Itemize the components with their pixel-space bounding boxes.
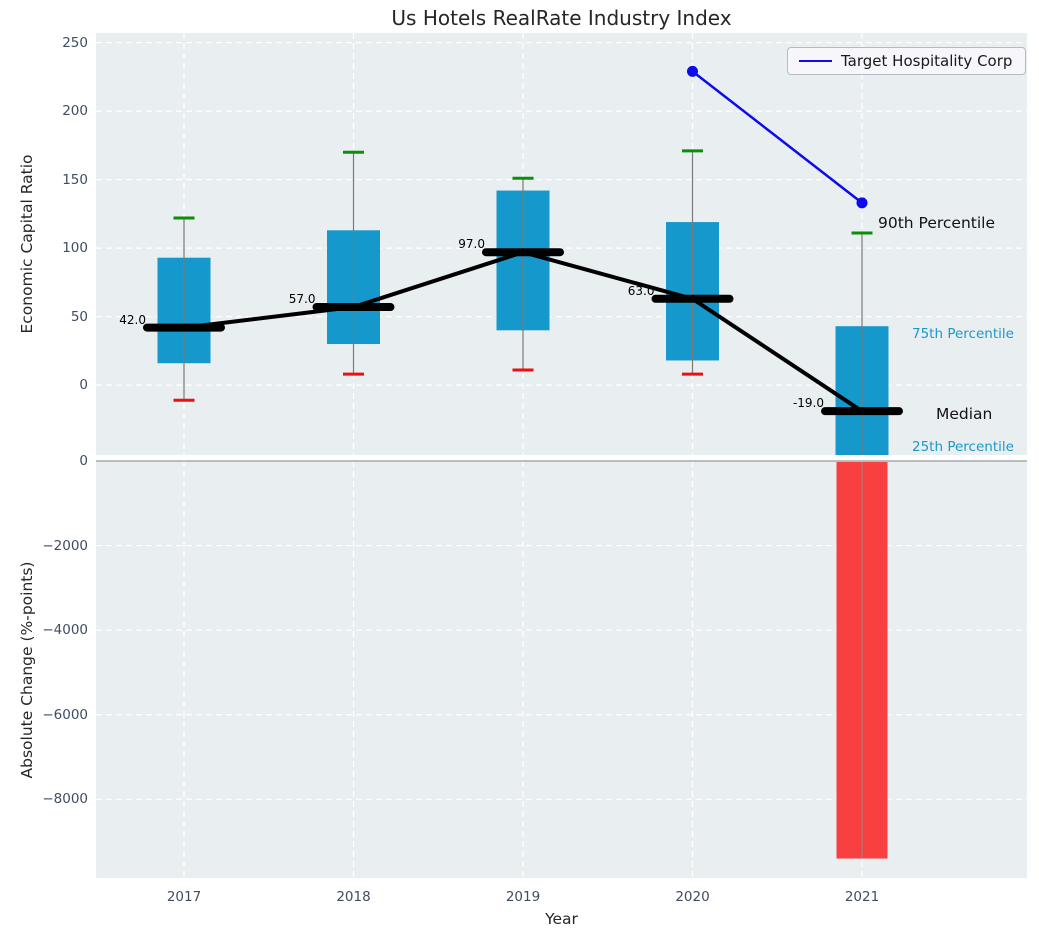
- median-value-label: -19.0: [792, 396, 824, 411]
- upper-y-tick-label: 150: [62, 171, 88, 188]
- upper-y-tick-label: 0: [79, 377, 88, 394]
- annotation-90th-percentile: 90th Percentile: [878, 214, 996, 232]
- chart-title: Us Hotels RealRate Industry Index: [391, 6, 732, 30]
- company-series-line: [691, 70, 863, 204]
- company-series-point: [687, 65, 698, 77]
- legend-label: Target Hospitality Corp: [841, 52, 1013, 70]
- lower-y-tick-label: −2000: [42, 537, 88, 554]
- legend-line-sample: [799, 60, 832, 62]
- legend: Target Hospitality Corp: [787, 47, 1027, 75]
- company-series-point: [856, 197, 868, 209]
- x-tick-label: 2020: [675, 889, 710, 905]
- x-tick-label: 2018: [336, 889, 371, 905]
- median-value-label: 42.0: [119, 312, 146, 327]
- median-value-label: 97.0: [458, 237, 485, 252]
- median-value-label: 57.0: [288, 292, 316, 307]
- upper-y-tick-label: 250: [62, 34, 88, 51]
- lower-y-tick-label: 0: [79, 453, 88, 469]
- annotation-25th-percentile: 25th Percentile: [912, 439, 1014, 455]
- lower-y-tick-label: −6000: [42, 706, 88, 723]
- x-tick-label: 2019: [505, 889, 541, 905]
- annotation-median: Median: [936, 405, 993, 423]
- x-axis-label: Year: [545, 910, 578, 928]
- lower-y-tick-label: −8000: [42, 791, 88, 808]
- upper-y-tick-label: 50: [70, 308, 88, 325]
- annotation-75th-percentile: 75th Percentile: [912, 326, 1014, 342]
- lower-y-tick-label: −4000: [42, 622, 88, 639]
- x-tick-label: 2021: [844, 889, 880, 905]
- upper-y-tick-label: 100: [62, 240, 88, 257]
- median-value-label: 63.0: [627, 283, 655, 298]
- upper-y-tick-label: 200: [62, 103, 88, 120]
- x-tick-label: 2017: [166, 889, 202, 905]
